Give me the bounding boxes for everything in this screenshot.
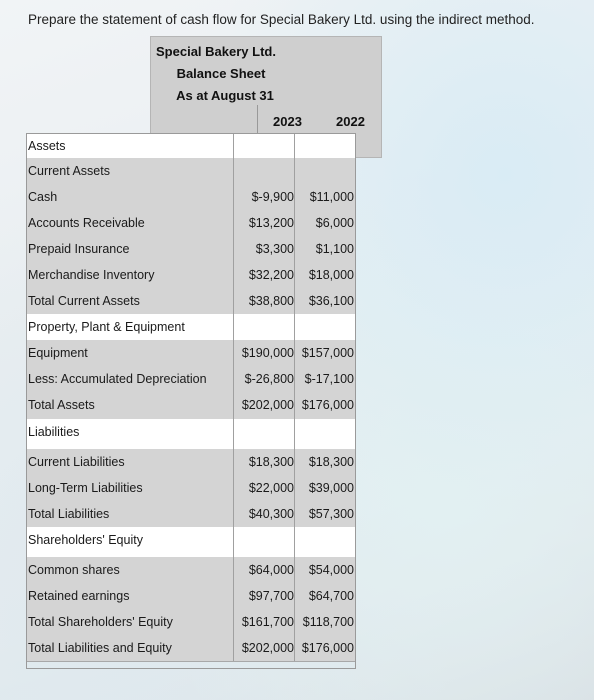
- value-2022: $54,000: [308, 563, 354, 577]
- table-row: Liabilities: [26, 419, 356, 450]
- value-2022: $1,100: [315, 242, 354, 256]
- value-2022: $157,000: [301, 346, 354, 360]
- table-row: Total Liabilities and Equity $202,000 $176…: [26, 635, 356, 662]
- table-row: Shareholders' Equity: [26, 527, 356, 558]
- value-2022: $39,000: [308, 481, 354, 495]
- value-2023: $40,300: [248, 507, 294, 521]
- row-label: Retained earnings: [28, 589, 130, 603]
- table-row: Assets: [26, 133, 356, 159]
- row-label: Less: Accumulated Depreciation: [28, 372, 207, 386]
- row-label: Prepaid Insurance: [28, 242, 130, 256]
- company-name: Special Bakery Ltd.: [156, 44, 276, 59]
- table-row: Accounts Receivable $13,200 $6,000: [26, 210, 356, 237]
- value-2022: $36,100: [308, 294, 354, 308]
- table-row: Prepaid Insurance $3,300 $1,100: [26, 236, 356, 263]
- value-2023: $161,700: [241, 615, 294, 629]
- value-2023: $38,800: [248, 294, 294, 308]
- value-2022: $-17,100: [304, 372, 354, 386]
- value-2023: $18,300: [248, 455, 294, 469]
- value-2022: $18,300: [308, 455, 354, 469]
- column-divider-years: [294, 133, 295, 661]
- row-label: Long-Term Liabilities: [28, 481, 143, 495]
- value-2022: $176,000: [301, 641, 354, 655]
- question-prompt: Prepare the statement of cash flow for S…: [28, 12, 535, 27]
- year-2023-header: 2023: [273, 114, 302, 129]
- value-2022: $176,000: [301, 398, 354, 412]
- value-2022: $11,000: [309, 190, 354, 204]
- value-2023: $190,000: [241, 346, 294, 360]
- row-label: Total Current Assets: [28, 294, 140, 308]
- year-divider: [257, 105, 258, 159]
- value-2023: $22,000: [248, 481, 294, 495]
- value-2023: $32,200: [248, 268, 294, 282]
- statement-date: As at August 31: [176, 88, 274, 103]
- table-row: Cash $-9,900 $11,000: [26, 184, 356, 211]
- row-label: Total Shareholders' Equity: [28, 615, 173, 629]
- value-2022: $18,000: [308, 268, 354, 282]
- year-2022-header: 2022: [336, 114, 365, 129]
- value-2023: $97,700: [248, 589, 294, 603]
- row-label: Accounts Receivable: [28, 216, 145, 230]
- table-row: Current Liabilities $18,300 $18,300: [26, 449, 356, 476]
- table-row: Total Shareholders' Equity $161,700 $118,7…: [26, 609, 356, 636]
- row-label: Assets: [28, 139, 66, 153]
- value-2023: $64,000: [248, 563, 294, 577]
- statement-title: Balance Sheet: [176, 66, 266, 81]
- row-label: Cash: [28, 190, 58, 204]
- table-row: Retained earnings $97,700 $64,700: [26, 583, 356, 610]
- value-2022: $118,700: [302, 615, 354, 629]
- table-row: Long-Term Liabilities $22,000 $39,000: [26, 475, 356, 502]
- table-row: Merchandise Inventory $32,200 $18,000: [26, 262, 356, 289]
- row-label: Shareholders' Equity: [28, 533, 143, 547]
- value-2023: $202,000: [241, 641, 294, 655]
- table-row: Equipment $190,000 $157,000: [26, 340, 356, 367]
- row-label: Total Assets: [28, 398, 95, 412]
- row-label: Total Liabilities: [28, 507, 110, 521]
- value-2023: $3,300: [255, 242, 294, 256]
- row-label: Common shares: [28, 563, 120, 577]
- table-row: Total Current Assets $38,800 $36,100: [26, 288, 356, 315]
- row-label: Merchandise Inventory: [28, 268, 155, 282]
- value-2023: $13,200: [248, 216, 294, 230]
- value-2022: $6,000: [315, 216, 354, 230]
- value-2022: $64,700: [308, 589, 354, 603]
- value-2023: $202,000: [241, 398, 294, 412]
- row-label: Current Assets: [28, 164, 110, 178]
- column-divider-label: [233, 133, 234, 661]
- value-2023: $-26,800: [244, 372, 294, 386]
- row-label: Total Liabilities and Equity: [28, 641, 172, 655]
- row-label: Current Liabilities: [28, 455, 125, 469]
- row-label: Equipment: [28, 346, 88, 360]
- table-row: Common shares $64,000 $54,000: [26, 557, 356, 584]
- table-row: Less: Accumulated Depreciation $-26,800 $-…: [26, 366, 356, 393]
- value-2022: $57,300: [308, 507, 354, 521]
- balance-sheet-table: Assets Current Assets Cash $-9,900 $11,000 Ac…: [26, 133, 356, 662]
- row-label: Liabilities: [28, 425, 80, 439]
- table-row: Total Liabilities $40,300 $57,300: [26, 501, 356, 528]
- value-2023: $-9,900: [251, 190, 294, 204]
- table-row: Total Assets $202,000 $176,000: [26, 392, 356, 420]
- table-row: Property, Plant & Equipment: [26, 314, 356, 341]
- table-row: Current Assets: [26, 158, 356, 185]
- row-label: Property, Plant & Equipment: [28, 320, 185, 334]
